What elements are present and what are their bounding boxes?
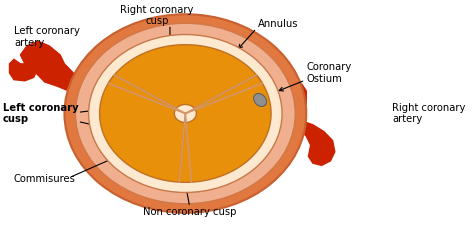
Text: Right coronary
cusp: Right coronary cusp [120, 5, 193, 26]
Polygon shape [179, 75, 271, 182]
Ellipse shape [64, 14, 306, 213]
Polygon shape [9, 59, 36, 81]
Text: Commisures: Commisures [14, 174, 76, 184]
Polygon shape [100, 75, 191, 182]
Text: Left coronary
artery: Left coronary artery [14, 26, 80, 48]
Polygon shape [281, 81, 335, 165]
Ellipse shape [254, 94, 266, 106]
Polygon shape [108, 45, 263, 110]
Text: Non coronary cusp: Non coronary cusp [143, 207, 237, 217]
Text: Right coronary
artery: Right coronary artery [392, 103, 465, 124]
Ellipse shape [75, 23, 295, 204]
Ellipse shape [89, 35, 282, 192]
Text: Left coronary
cusp: Left coronary cusp [3, 103, 79, 124]
Polygon shape [20, 41, 91, 100]
Text: Annulus: Annulus [258, 19, 299, 29]
Text: Coronary
Ostium: Coronary Ostium [306, 62, 352, 84]
